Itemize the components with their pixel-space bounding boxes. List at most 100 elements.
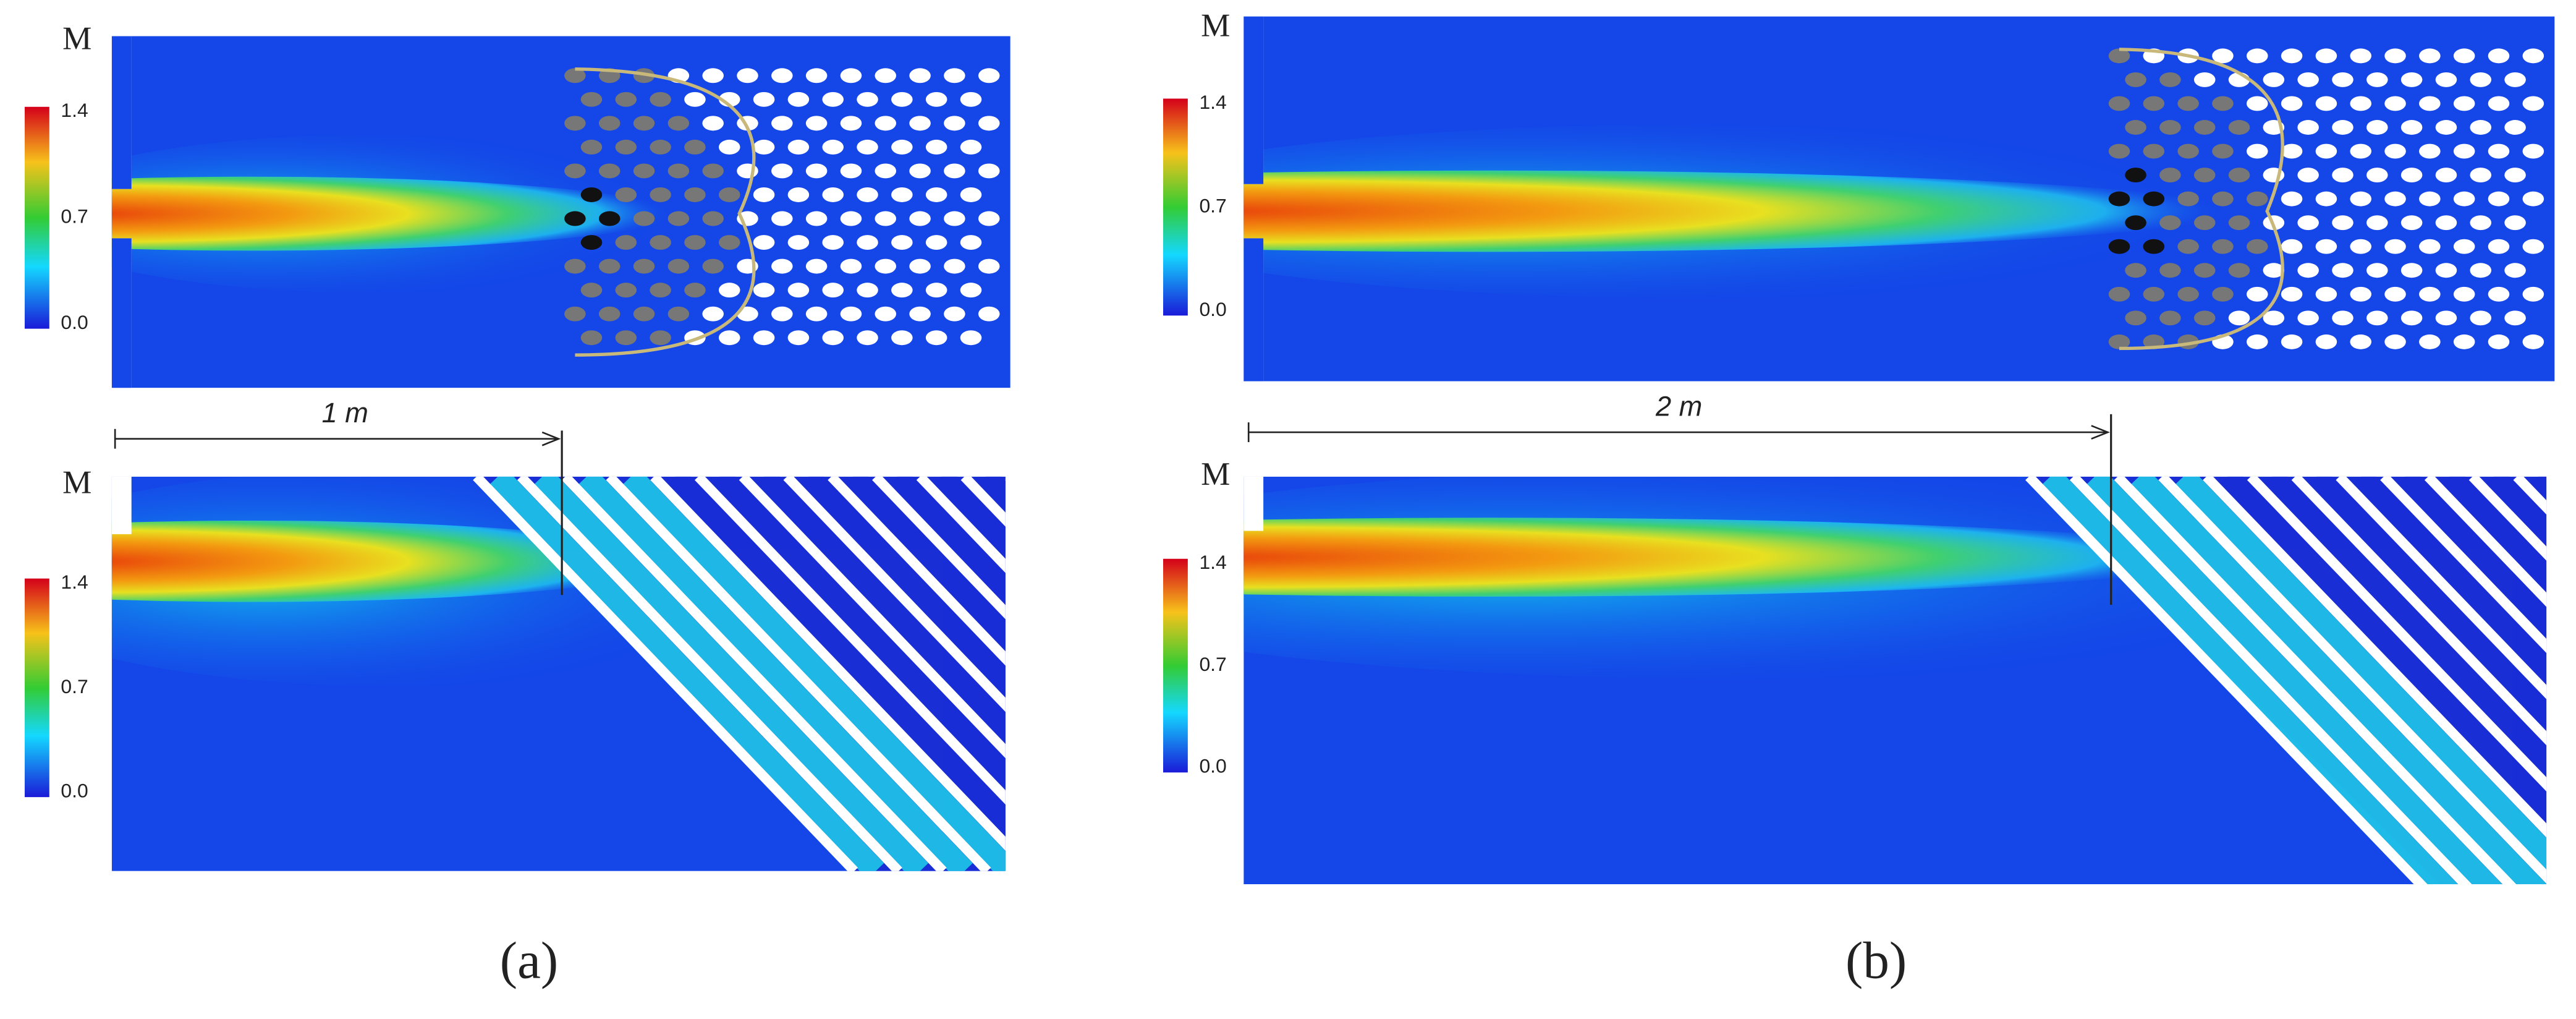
- hole: [2246, 48, 2268, 64]
- hole: [2488, 334, 2510, 349]
- hole: [2366, 215, 2388, 231]
- hole: [771, 68, 793, 83]
- hole: [633, 116, 655, 131]
- hole: [615, 92, 637, 107]
- hole: [2419, 286, 2441, 302]
- hole: [787, 330, 810, 346]
- hole: [909, 116, 931, 131]
- hole: [2522, 191, 2544, 207]
- colorbar-tick-label: 0.7: [1199, 653, 1226, 675]
- hole: [787, 92, 810, 107]
- hole: [615, 330, 637, 346]
- hole: [2143, 143, 2165, 159]
- hole: [2212, 191, 2234, 207]
- hole: [2453, 96, 2475, 111]
- hole: [2125, 168, 2146, 183]
- hole: [2246, 239, 2268, 254]
- hole: [2453, 191, 2475, 207]
- hole: [960, 92, 982, 107]
- hole: [2193, 310, 2216, 326]
- contour-plot: [111, 476, 1006, 871]
- baffle: [828, 476, 1006, 666]
- colorbar: [24, 106, 49, 329]
- colorbar-title: M: [1201, 456, 1230, 492]
- hole: [2108, 143, 2130, 159]
- baffle: [2247, 476, 2547, 791]
- hole: [2315, 143, 2337, 159]
- hole: [702, 258, 724, 274]
- slot: [2041, 476, 2459, 885]
- colorbar-tick-label: 0.0: [61, 311, 88, 333]
- hole: [684, 235, 706, 250]
- hole: [925, 235, 947, 250]
- baffle: [783, 476, 1006, 712]
- hole: [2400, 263, 2423, 278]
- hole: [2177, 143, 2199, 159]
- hole: [978, 211, 1000, 226]
- hole: [2315, 191, 2337, 207]
- hole: [2488, 48, 2510, 64]
- hole: [771, 116, 793, 131]
- hole: [925, 330, 947, 346]
- contour-plot: [1244, 16, 2555, 382]
- inlet-fill: [111, 238, 132, 388]
- hole: [718, 139, 740, 155]
- hole: [615, 139, 637, 155]
- baffle: [2380, 476, 2547, 654]
- hole: [891, 187, 913, 202]
- baffle: [694, 476, 1006, 805]
- hole: [650, 283, 671, 298]
- hole: [2108, 239, 2130, 254]
- hole: [2435, 120, 2457, 135]
- hole: [925, 139, 947, 155]
- hole: [2315, 239, 2337, 254]
- colorbar-title: M: [62, 464, 91, 500]
- hole: [822, 92, 844, 107]
- colorbar: [1163, 558, 1188, 773]
- slot: [622, 476, 1006, 871]
- slot: [2263, 476, 2547, 779]
- hole: [580, 330, 603, 346]
- hole: [891, 283, 913, 298]
- hole: [2504, 215, 2526, 231]
- hole: [2470, 120, 2492, 135]
- hole: [702, 116, 724, 131]
- hole: [564, 258, 586, 274]
- panel-label: (a): [500, 932, 558, 990]
- colorbar-tick-label: 0.7: [1199, 194, 1226, 216]
- inlet-fill: [111, 36, 132, 189]
- hole: [2366, 72, 2388, 87]
- hole: [2212, 239, 2234, 254]
- hole: [2263, 310, 2285, 326]
- hole: [875, 258, 897, 274]
- slot: [711, 476, 1006, 792]
- hole: [771, 306, 793, 322]
- hole: [875, 306, 897, 322]
- hole: [2263, 72, 2285, 87]
- hole: [875, 116, 897, 131]
- hole: [2212, 48, 2234, 64]
- hole: [753, 235, 775, 250]
- hole: [633, 306, 655, 322]
- hole: [2297, 215, 2319, 231]
- hole: [2419, 48, 2441, 64]
- hole: [2384, 239, 2406, 254]
- hole: [2504, 310, 2526, 326]
- hole: [2522, 286, 2544, 302]
- hole: [805, 163, 828, 179]
- hole: [2246, 143, 2268, 159]
- slot: [533, 476, 929, 871]
- hole: [753, 187, 775, 202]
- hole: [960, 283, 982, 298]
- hole: [2453, 239, 2475, 254]
- hole: [684, 187, 706, 202]
- hole: [909, 68, 931, 83]
- hole: [2350, 48, 2371, 64]
- hole: [633, 258, 655, 274]
- hole: [944, 211, 965, 226]
- hole: [925, 92, 947, 107]
- colorbar-tick-label: 0.0: [1199, 298, 1226, 320]
- hole: [2228, 215, 2250, 231]
- hole: [2488, 286, 2510, 302]
- hole: [2193, 215, 2216, 231]
